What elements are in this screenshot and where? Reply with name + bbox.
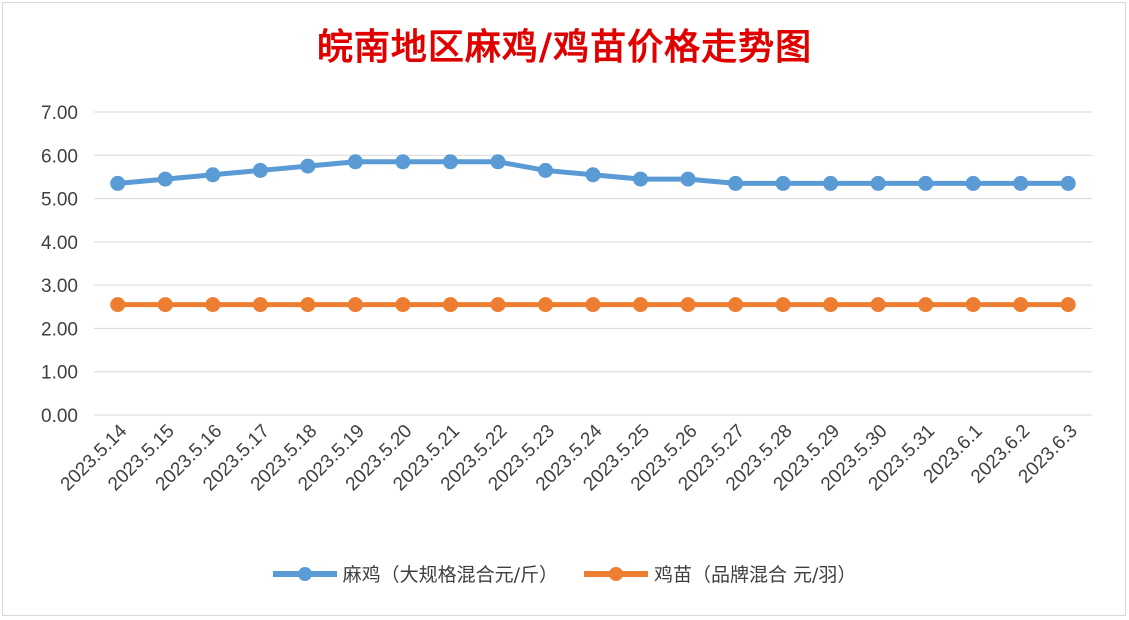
series-0-point [775, 175, 791, 191]
series-0-point [110, 175, 126, 191]
series-0-point [537, 162, 553, 178]
legend-swatch-chick [583, 566, 648, 581]
y-tick-label: 2.00 [41, 319, 78, 340]
y-tick-label: 7.00 [41, 103, 78, 124]
y-tick-label: 4.00 [41, 233, 78, 254]
series-0-point [965, 175, 981, 191]
y-tick-label: 0.00 [41, 406, 78, 427]
series-0-point [823, 175, 839, 191]
legend-swatch-machicken [272, 566, 337, 581]
series-1-point [537, 297, 553, 313]
series-0-point [870, 175, 886, 191]
series-0-point [633, 171, 649, 187]
y-tick-label: 1.00 [41, 363, 78, 384]
series-0-point [728, 175, 744, 191]
series-0-point [252, 162, 268, 178]
y-tick-label: 5.00 [41, 190, 78, 211]
series-1-point [395, 297, 411, 313]
series-1-point [157, 297, 173, 313]
chart-title: 皖南地区麻鸡/鸡苗价格走势图 [316, 26, 813, 68]
series-0-point [157, 171, 173, 187]
series-0-point [585, 167, 601, 183]
series-0-point [205, 167, 221, 183]
series-1-point [585, 297, 601, 313]
y-tick-label: 3.00 [41, 276, 78, 297]
y-axis-ticks: 0.00 1.00 2.00 3.00 4.00 5.00 6.00 7.00 [41, 103, 78, 427]
series-1-point [300, 297, 316, 313]
legend-label-chick: 鸡苗（品牌混合 元/羽） [653, 564, 857, 586]
series-0-point [918, 175, 934, 191]
series-1-point [728, 297, 744, 313]
series-0-point [442, 154, 458, 170]
gridlines [94, 111, 1092, 416]
series-1-point [347, 297, 363, 313]
series-0-point [680, 171, 696, 187]
series-1-point [775, 297, 791, 313]
legend-marker-chick [608, 566, 623, 581]
legend-label-machicken: 麻鸡（大规格混合元/斤） [342, 564, 558, 586]
series-1-point [1060, 297, 1076, 313]
series-1-point [870, 297, 886, 313]
series-1-point [205, 297, 221, 313]
series-1-point [918, 297, 934, 313]
series-1-point [252, 297, 268, 313]
y-tick-label: 6.00 [41, 146, 78, 167]
legend-marker-machicken [297, 566, 312, 581]
series-0-point [395, 154, 411, 170]
series-0-point [1013, 175, 1029, 191]
x-axis-ticks: 2023.5.142023.5.152023.5.162023.5.172023… [57, 420, 1082, 495]
legend-item-chick: 鸡苗（品牌混合 元/羽） [583, 560, 857, 587]
series-0-point [300, 158, 316, 174]
series-1-point [110, 297, 126, 313]
series-1-point [680, 297, 696, 313]
series-1-point [965, 297, 981, 313]
series-1-point [633, 297, 649, 313]
series-1-point [1013, 297, 1029, 313]
series-0-point [1060, 175, 1076, 191]
series-1-point [823, 297, 839, 313]
series-1-point [490, 297, 506, 313]
series-1-point [442, 297, 458, 313]
legend: 麻鸡（大规格混合元/斤） 鸡苗（品牌混合 元/羽） [0, 560, 1129, 587]
series-0-point [490, 154, 506, 170]
series-0-point [347, 154, 363, 170]
legend-item-machicken: 麻鸡（大规格混合元/斤） [272, 560, 558, 587]
series-group [110, 154, 1076, 313]
